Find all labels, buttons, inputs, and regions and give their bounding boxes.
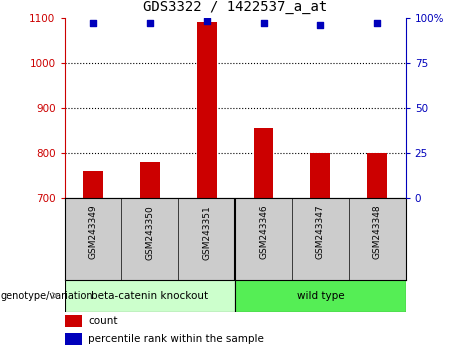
Text: beta-catenin knockout: beta-catenin knockout [91, 291, 208, 301]
Point [89, 20, 97, 26]
Bar [65, 315, 82, 327]
Text: GSM243347: GSM243347 [316, 205, 325, 259]
Text: GSM243350: GSM243350 [145, 205, 154, 259]
Bar [140, 162, 160, 198]
Text: GSM243349: GSM243349 [89, 205, 97, 259]
Point [203, 18, 210, 24]
Bar [367, 153, 387, 198]
Bar [65, 333, 82, 345]
Bar [197, 22, 217, 198]
Point [317, 22, 324, 28]
Title: GDS3322 / 1422537_a_at: GDS3322 / 1422537_a_at [143, 0, 327, 14]
Point [373, 20, 381, 26]
Point [260, 20, 267, 26]
Text: genotype/variation: genotype/variation [0, 291, 93, 301]
Bar [310, 153, 331, 198]
Point [146, 20, 154, 26]
Text: wild type: wild type [296, 291, 344, 301]
Text: count: count [89, 316, 118, 326]
Text: GSM243351: GSM243351 [202, 205, 211, 259]
Text: GSM243346: GSM243346 [259, 205, 268, 259]
Bar [235, 280, 406, 312]
Bar [65, 280, 235, 312]
Bar [254, 128, 273, 198]
Text: percentile rank within the sample: percentile rank within the sample [89, 334, 264, 344]
Text: GSM243348: GSM243348 [373, 205, 382, 259]
Bar [83, 171, 103, 198]
